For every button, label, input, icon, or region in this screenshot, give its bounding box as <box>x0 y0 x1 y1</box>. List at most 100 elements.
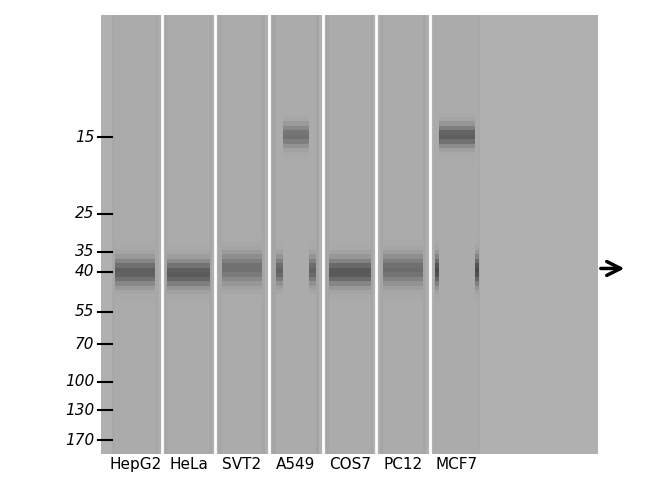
Bar <box>439 263 474 268</box>
Text: 70: 70 <box>75 337 94 352</box>
Bar <box>283 374 309 379</box>
Bar <box>439 379 474 383</box>
Bar <box>222 334 262 339</box>
Bar <box>283 365 309 370</box>
Bar <box>168 361 209 365</box>
Bar <box>435 193 479 197</box>
Bar <box>335 392 365 396</box>
Bar <box>115 352 155 356</box>
Bar <box>222 113 262 117</box>
Bar <box>335 405 365 410</box>
Bar <box>439 104 474 108</box>
Bar <box>115 343 155 348</box>
Bar <box>168 206 209 210</box>
Bar <box>435 233 479 237</box>
Bar <box>115 436 155 441</box>
Bar <box>222 50 262 55</box>
Bar <box>276 108 316 113</box>
Bar <box>335 276 365 281</box>
Bar <box>280 201 312 206</box>
Bar <box>283 73 309 77</box>
Bar <box>335 352 365 356</box>
Bar <box>280 401 312 405</box>
Bar <box>383 312 423 316</box>
Bar <box>280 348 312 352</box>
Bar <box>115 206 155 210</box>
Bar <box>168 365 209 370</box>
Bar <box>280 432 312 436</box>
Bar <box>435 263 479 268</box>
Bar <box>222 233 262 237</box>
Bar <box>168 401 209 405</box>
Bar <box>439 312 474 316</box>
Bar <box>439 219 474 224</box>
Bar <box>280 396 312 401</box>
Bar <box>276 28 316 33</box>
Bar <box>435 445 479 450</box>
Bar <box>335 153 365 157</box>
Bar <box>329 441 370 445</box>
Bar <box>168 59 209 64</box>
Bar <box>168 423 209 428</box>
Bar <box>115 144 155 148</box>
Bar <box>222 130 262 135</box>
FancyBboxPatch shape <box>218 15 265 454</box>
Bar <box>222 379 262 383</box>
Bar <box>329 374 370 379</box>
Bar <box>383 272 423 276</box>
Bar <box>383 370 423 374</box>
Bar <box>276 316 316 321</box>
Bar <box>435 179 479 184</box>
Bar <box>283 343 309 348</box>
Bar <box>276 161 316 166</box>
Bar <box>329 290 370 294</box>
Bar <box>168 233 209 237</box>
Bar <box>335 50 365 55</box>
Bar <box>115 99 155 104</box>
Bar <box>280 365 312 370</box>
Bar <box>329 148 370 153</box>
Bar <box>222 374 262 379</box>
Bar <box>115 64 155 68</box>
Bar <box>280 157 312 161</box>
Bar <box>435 215 479 219</box>
Bar <box>383 233 423 237</box>
Bar <box>276 135 316 139</box>
Bar <box>435 334 479 339</box>
Bar <box>168 241 209 246</box>
Bar <box>115 86 155 90</box>
Bar <box>435 55 479 59</box>
Bar <box>335 414 365 419</box>
Bar <box>435 312 479 316</box>
Bar <box>435 348 479 352</box>
Bar <box>283 268 309 272</box>
Bar <box>222 370 262 374</box>
Bar <box>329 303 370 308</box>
Bar <box>276 250 316 254</box>
Bar <box>383 166 423 170</box>
Bar <box>168 170 209 175</box>
Bar <box>329 352 370 356</box>
Bar <box>439 121 474 126</box>
Bar <box>280 121 312 126</box>
Bar <box>435 175 479 179</box>
Bar <box>276 374 316 379</box>
Bar <box>439 206 474 210</box>
Bar <box>168 77 209 81</box>
FancyBboxPatch shape <box>112 15 159 454</box>
Bar <box>435 388 479 392</box>
Bar <box>435 139 479 144</box>
Bar <box>222 68 262 73</box>
Bar <box>168 33 209 37</box>
Bar <box>222 153 262 157</box>
Bar <box>283 95 309 99</box>
Bar <box>222 330 262 334</box>
Bar <box>283 316 309 321</box>
Bar <box>335 419 365 423</box>
Bar <box>283 246 309 250</box>
Bar <box>335 285 365 290</box>
Bar <box>280 166 312 170</box>
Bar <box>276 294 316 299</box>
Bar <box>115 361 155 365</box>
Bar <box>335 445 365 450</box>
